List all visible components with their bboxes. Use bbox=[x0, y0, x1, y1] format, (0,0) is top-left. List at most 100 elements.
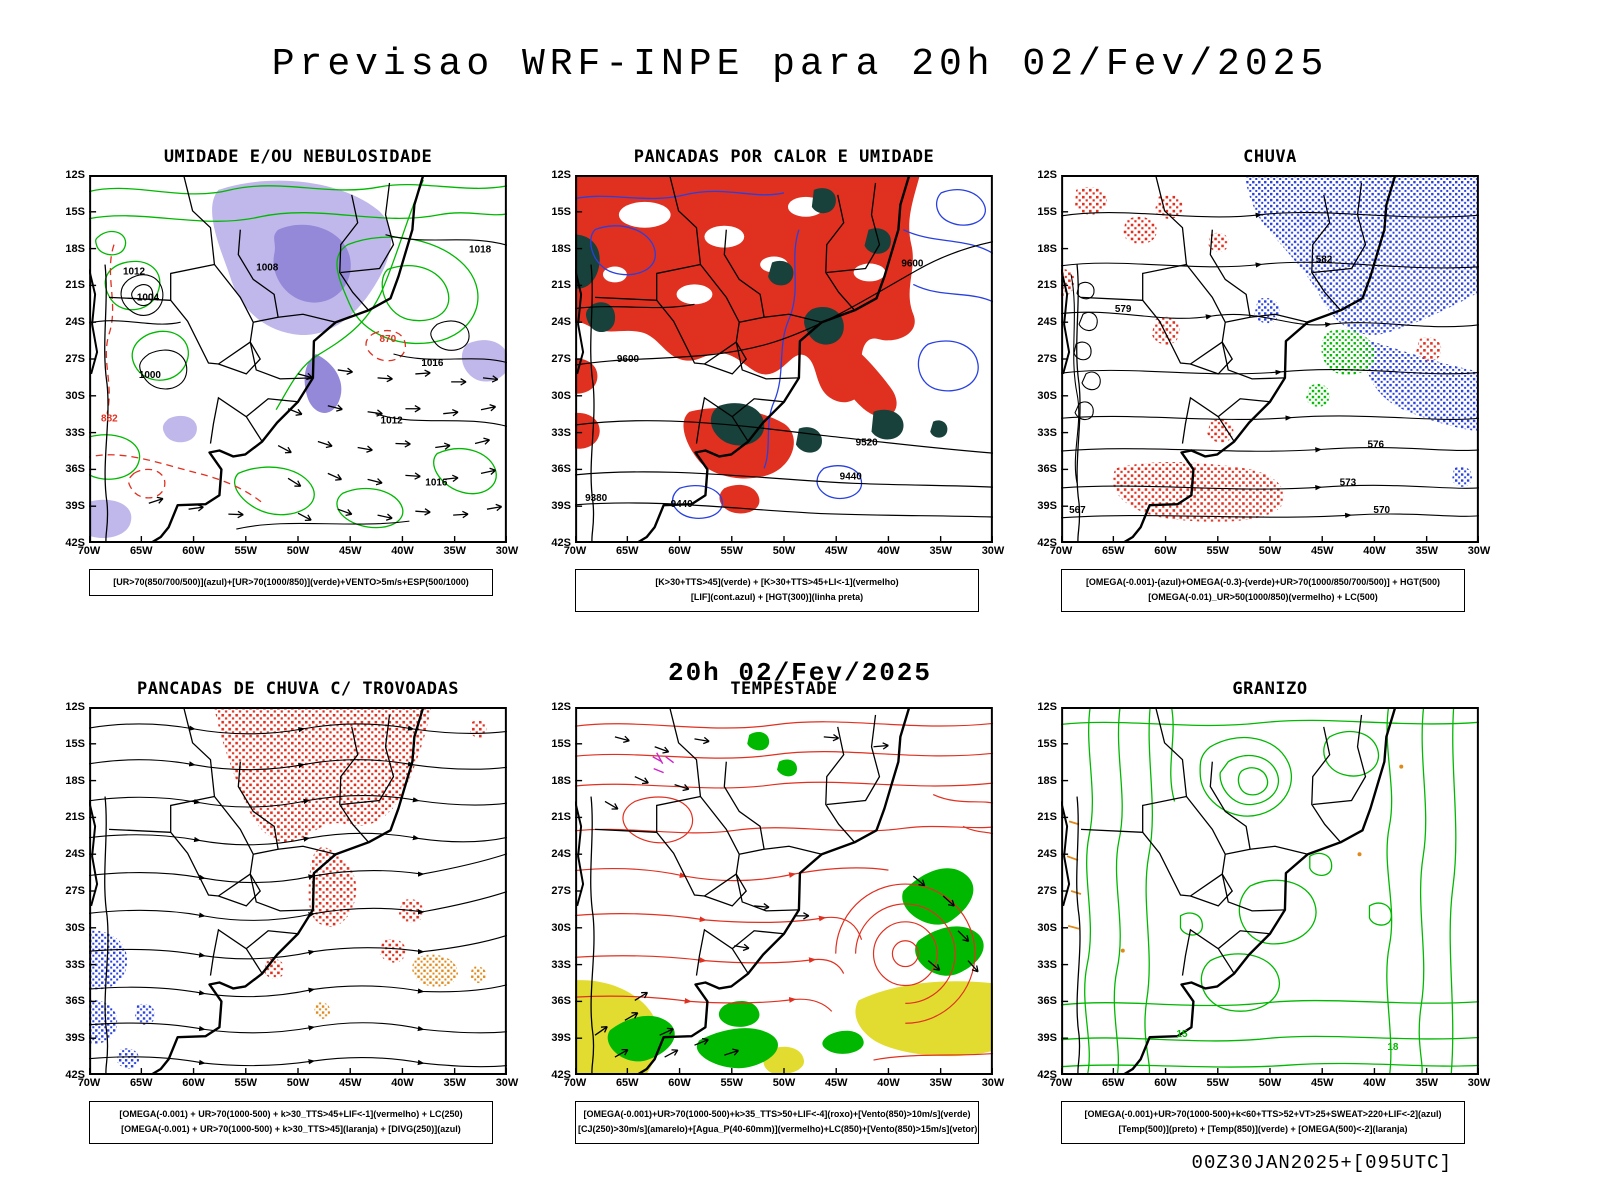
contour-label: 1004 bbox=[137, 292, 160, 303]
lon-tick-text: 30W bbox=[1467, 1077, 1491, 1089]
lon-tick-text: 65W bbox=[615, 1077, 639, 1089]
legend-line: [CJ(250)>30m/s](amarelo)+[Agua_P(40-60mm… bbox=[578, 1124, 978, 1135]
lat-axis: 12S 15S 18S 21S 24S 27S 30S 33S 36S 39S 42S bbox=[551, 169, 571, 549]
lon-tick-text: 30W bbox=[981, 1077, 1005, 1089]
legend-line: [LIF](cont.azul) + [HGT(300)](linha pret… bbox=[690, 592, 864, 603]
panel-umidade: UMIDADE E/OU NEBULOSIDADE 12S 15S 18S 21S 24… bbox=[55, 146, 519, 612]
streamlines-500 bbox=[1061, 211, 1479, 519]
lon-tick-text: 50W bbox=[1258, 1077, 1282, 1089]
legend-line: [OMEGA(-0.01)_UR>50(1000/850)(vermelho) … bbox=[1148, 592, 1378, 603]
map-tempestade bbox=[575, 707, 993, 1075]
map-chuva: 582 579 576 573 570 567 bbox=[1061, 175, 1479, 543]
lon-tick-text: 40W bbox=[877, 545, 900, 557]
lon-tick-text: 60W bbox=[1154, 1077, 1177, 1089]
lon-tick-text: 30W bbox=[495, 545, 519, 557]
contour-label: 870 bbox=[380, 334, 397, 345]
instability-red-areas bbox=[575, 175, 920, 514]
lon-tick-text: 35W bbox=[1415, 545, 1439, 557]
legend-box: [K>30+TTS>45](verde) + [K>30+TTS>45+LI<-… bbox=[575, 569, 979, 612]
lon-axis: 70W 65W 60W 55W 50W 45W 40W 35W 30W bbox=[564, 1077, 1005, 1093]
lon-tick-text: 70W bbox=[563, 545, 587, 557]
contour-label: 1016 bbox=[421, 358, 444, 369]
panel-title: UMIDADE E/OU NEBULOSIDADE bbox=[163, 147, 433, 167]
contour-label: 1008 bbox=[256, 262, 279, 273]
legend-line: [Temp(500)](preto) + [Temp(850)](verde) … bbox=[1118, 1124, 1408, 1135]
lon-tick-text: 60W bbox=[182, 545, 205, 557]
rain-green-areas bbox=[1305, 329, 1376, 407]
lon-tick-text: 55W bbox=[234, 545, 258, 557]
lon-tick-text: 55W bbox=[1206, 545, 1230, 557]
lon-tick-text: 35W bbox=[443, 545, 467, 557]
lon-tick-text: 60W bbox=[182, 1077, 205, 1089]
lon-tick-text: 40W bbox=[391, 1077, 414, 1089]
lon-tick-text: 45W bbox=[1310, 1077, 1334, 1089]
contour-labels: 582 579 576 573 570 567 bbox=[1069, 255, 1390, 517]
omega-orange-marks bbox=[1066, 764, 1404, 953]
lat-axis: 12S 15S 18S 21S 24S 27S 30S 33S 36S 39S 42S bbox=[1037, 701, 1057, 1081]
contour-label: 1000 bbox=[139, 370, 162, 381]
panel-chuva: CHUVA 12S 15S 18S 21S 24S 27S 30S 33S 36S 39S 42S bbox=[1027, 146, 1491, 612]
lon-tick-text: 65W bbox=[129, 545, 153, 557]
lon-tick-text: 35W bbox=[443, 1077, 467, 1089]
lon-tick-text: 65W bbox=[129, 1077, 153, 1089]
panel-pancadas-calor: PANCADAS POR CALOR E UMIDADE 12S 15S 18S 21… bbox=[541, 146, 1005, 612]
contour-label: 9520 bbox=[856, 438, 879, 449]
lon-tick-text: 65W bbox=[615, 545, 639, 557]
lon-tick-text: 35W bbox=[1415, 1077, 1439, 1089]
contour-labels: 15 18 bbox=[1177, 1029, 1399, 1053]
lon-tick-text: 40W bbox=[1363, 1077, 1386, 1089]
shower-red-areas bbox=[214, 707, 487, 980]
temp850-green-contours bbox=[1061, 707, 1479, 1075]
lon-tick-text: 50W bbox=[772, 1077, 796, 1089]
panel-title: CHUVA bbox=[1243, 147, 1297, 167]
page-title: Previsao WRF-INPE para 20h 02/Fev/2025 bbox=[271, 43, 1329, 87]
map-trovoadas bbox=[89, 707, 507, 1075]
panel-tempestade: TEMPESTADE 12S 15S 18S 21S 24S 27S 30S 33S 36S 39… bbox=[541, 678, 1005, 1144]
contour-label: 882 bbox=[101, 414, 118, 425]
lon-tick-text: 70W bbox=[563, 1077, 587, 1089]
lon-tick-text: 35W bbox=[929, 1077, 953, 1089]
map-umidade: 1012 1008 1004 1000 1016 1012 1018 1016 … bbox=[89, 175, 507, 543]
lon-tick-text: 45W bbox=[824, 1077, 848, 1089]
contour-label: 573 bbox=[1340, 477, 1357, 488]
lon-tick-text: 50W bbox=[1258, 545, 1282, 557]
panel-title: GRANIZO bbox=[1232, 679, 1308, 699]
contour-label: 570 bbox=[1373, 505, 1390, 516]
map-granizo: 15 18 bbox=[1061, 707, 1479, 1075]
legend-line: [OMEGA(-0.001) + UR>70(1000-500) + k>30_… bbox=[119, 1109, 463, 1119]
lon-tick-text: 55W bbox=[720, 545, 744, 557]
lon-tick-text: 45W bbox=[824, 545, 848, 557]
legend-line: [K>30+TTS>45](verde) + [K>30+TTS>45+LI<-… bbox=[655, 577, 899, 587]
panel-title: PANCADAS POR CALOR E UMIDADE bbox=[633, 147, 935, 167]
contour-labels: 9600 9600 9520 9440 9380 9440 bbox=[585, 259, 924, 511]
contour-label: 1018 bbox=[469, 245, 492, 256]
lon-tick-text: 40W bbox=[391, 545, 414, 557]
legend-box: [OMEGA(-0.001)-(azul)+OMEGA(-0.3)-(verde… bbox=[1061, 569, 1465, 612]
red-dashed-contours bbox=[89, 244, 407, 505]
lon-tick-text: 70W bbox=[1049, 545, 1073, 557]
legend-box: [OMEGA(-0.001)+UR>70(1000-500)+k>35_TTS>… bbox=[575, 1101, 979, 1144]
lon-axis: 70W 65W 60W 55W 50W 45W 40W 35W 30W bbox=[78, 1077, 519, 1093]
lon-tick-text: 40W bbox=[877, 1077, 900, 1089]
lon-tick-text: 60W bbox=[668, 1077, 691, 1089]
rain-blue-areas bbox=[1245, 175, 1479, 487]
contour-label: 9440 bbox=[671, 499, 694, 510]
lat-axis: 12S 15S 18S 21S 24S 27S 30S 33S 36S 39S 42S bbox=[65, 701, 85, 1081]
lon-axis: 70W 65W 60W 55W 50W 45W 40W 35W 30W bbox=[78, 545, 519, 561]
map-pancadas-calor: 9600 9600 9520 9440 9380 9440 bbox=[575, 175, 993, 543]
lon-axis: 70W 65W 60W 55W 50W 45W 40W 35W 30W bbox=[564, 545, 1005, 561]
lat-axis: 12S 15S 18S 21S 24S 27S 30S 33S 36S 39S 42S bbox=[1037, 169, 1057, 549]
panel-granizo: GRANIZO 12S 15S 18S 21S 24S 27S 30S 33S 36S 39S 42… bbox=[1027, 678, 1490, 1144]
contour-label: 1012 bbox=[123, 266, 146, 277]
lon-tick-text: 45W bbox=[338, 1077, 362, 1089]
legend-line: [UR>70(850/700/500)](azul)+[UR>70(1000/8… bbox=[113, 577, 469, 587]
panel-trovoadas: PANCADAS DE CHUVA C/ TROVOADAS 12S 15S 18S… bbox=[55, 678, 519, 1144]
legend-box: [UR>70(850/700/500)](azul)+[UR>70(1000/8… bbox=[89, 569, 493, 597]
contour-label: 1016 bbox=[425, 477, 448, 488]
lon-tick-text: 30W bbox=[981, 545, 1005, 557]
lon-tick-text: 65W bbox=[1101, 1077, 1125, 1089]
lon-axis: 70W 65W 60W 55W 50W 45W 40W 35W 30W bbox=[1050, 545, 1491, 561]
lon-tick-text: 60W bbox=[1154, 545, 1177, 557]
lon-tick-text: 35W bbox=[929, 545, 953, 557]
pressure-contours bbox=[89, 234, 507, 530]
